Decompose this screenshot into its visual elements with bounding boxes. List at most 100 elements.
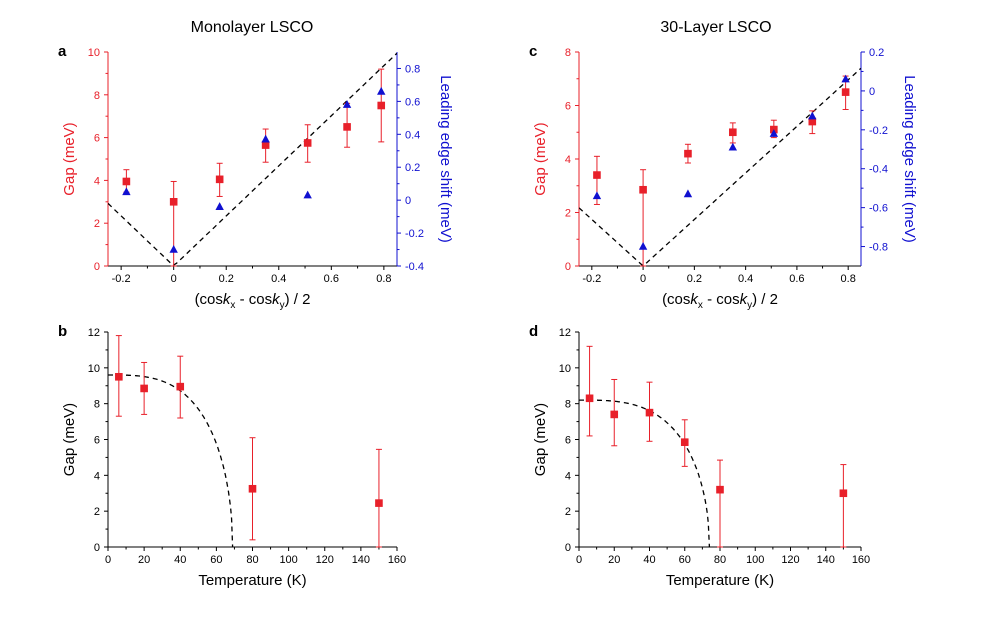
gap-point bbox=[585, 394, 594, 403]
x-tick-label: 140 bbox=[352, 554, 370, 566]
x-tick-label: 20 bbox=[138, 554, 150, 566]
x-tick-label: 60 bbox=[679, 554, 691, 566]
x-tick-label: 0.6 bbox=[324, 273, 339, 285]
x-axis-label-part: k bbox=[223, 291, 232, 308]
y-left-tick-label: 2 bbox=[94, 218, 100, 230]
x-tick-label: 60 bbox=[210, 554, 222, 566]
x-tick-label: 0.8 bbox=[376, 273, 391, 285]
shift-point bbox=[769, 129, 779, 137]
y-left-tick-label: 0 bbox=[565, 542, 571, 554]
x-tick-label: 20 bbox=[608, 554, 620, 566]
x-tick-label: 40 bbox=[174, 554, 186, 566]
chart-panel-b: b 0 20 40 60 80 100 120 140 160 0 2 4 6 8 10 12 Gap (meV)… bbox=[58, 323, 406, 589]
x-axis-label: (coskx - cosky) / 2 bbox=[195, 291, 311, 311]
gap-point bbox=[248, 484, 257, 493]
x-axis-label-part: (cos bbox=[662, 291, 690, 308]
y-left-tick-label: 4 bbox=[565, 470, 571, 482]
y-right-tick-label: -0.2 bbox=[405, 228, 424, 240]
shift-point bbox=[683, 189, 693, 198]
shift-point bbox=[261, 134, 270, 143]
x-axis-label-part: ) / 2 bbox=[752, 291, 778, 308]
x-tick-label: 0 bbox=[576, 554, 582, 566]
y-left-tick-label: 2 bbox=[565, 506, 571, 518]
x-tick-label: 120 bbox=[316, 554, 334, 566]
column-title-right: 30-Layer LSCO bbox=[660, 19, 771, 36]
y-left-tick-label: 8 bbox=[94, 399, 100, 411]
y-right-tick-label: 0.2 bbox=[405, 162, 420, 174]
x-tick-label: 0.4 bbox=[738, 273, 753, 285]
fit-curve bbox=[108, 52, 397, 266]
gap-point bbox=[176, 382, 185, 391]
y-right-tick-label: -0.4 bbox=[405, 261, 424, 273]
y-left-tick-label: 0 bbox=[94, 261, 100, 273]
y-left-tick-label: 2 bbox=[565, 208, 571, 220]
x-tick-label: -0.2 bbox=[112, 273, 131, 285]
x-tick-label: 0 bbox=[105, 554, 111, 566]
y-left-tick-label: 2 bbox=[94, 506, 100, 518]
x-tick-label: -0.2 bbox=[582, 273, 601, 285]
y-left-tick-label: 12 bbox=[88, 327, 100, 339]
panel-label-d: d bbox=[529, 323, 538, 340]
x-axis-label: Temperature (K) bbox=[198, 572, 306, 589]
shift-point bbox=[303, 190, 312, 199]
gap-point bbox=[115, 372, 123, 381]
x-axis-label-part: x bbox=[698, 300, 703, 311]
x-axis-label-part: ) / 2 bbox=[285, 291, 311, 308]
shift-point bbox=[342, 100, 352, 108]
gap-point bbox=[639, 185, 647, 194]
gap-point bbox=[645, 408, 654, 417]
x-tick-label: 0.6 bbox=[789, 273, 804, 285]
y-right-axis-label: Leading edge shift (meV) bbox=[901, 75, 918, 243]
x-axis-label-part: x bbox=[230, 300, 235, 311]
gap-point bbox=[716, 485, 724, 494]
y-left-tick-label: 0 bbox=[565, 261, 571, 273]
gap-point bbox=[680, 438, 689, 446]
x-tick-label: 0 bbox=[640, 273, 646, 285]
fit-curve bbox=[108, 374, 234, 547]
column-title-left: Monolayer LSCO bbox=[191, 19, 314, 36]
gap-point bbox=[841, 88, 850, 96]
y-right-tick-label: -0.6 bbox=[869, 203, 888, 215]
y-right-tick-label: 0.8 bbox=[405, 63, 420, 75]
shift-point bbox=[728, 142, 738, 151]
gap-point bbox=[684, 149, 692, 158]
y-right-tick-label: 0.6 bbox=[405, 96, 420, 108]
x-tick-label: 100 bbox=[746, 554, 764, 566]
shift-point bbox=[638, 241, 648, 250]
y-left-axis-label: Gap (meV) bbox=[532, 403, 549, 476]
y-right-tick-label: 0.2 bbox=[869, 47, 884, 59]
panel-label-a: a bbox=[58, 43, 67, 60]
gap-point bbox=[215, 175, 224, 184]
chart-panel-a: a -0.2 0 0.2 0.4 0.6 0.8 0 2 4 6 8 10 -0.4 -0.2 0 0.2 0.4… bbox=[58, 43, 454, 311]
shift-point bbox=[808, 111, 817, 120]
x-axis-label-part: - cos bbox=[235, 291, 272, 308]
gap-point bbox=[169, 198, 178, 206]
y-right-tick-label: -0.8 bbox=[869, 242, 888, 254]
y-left-tick-label: 8 bbox=[565, 399, 571, 411]
panel-label-c: c bbox=[529, 43, 537, 60]
x-tick-label: 0.2 bbox=[219, 273, 234, 285]
x-tick-label: 120 bbox=[781, 554, 799, 566]
gap-point bbox=[261, 141, 270, 149]
x-axis-label-part: k bbox=[690, 291, 699, 308]
y-right-tick-label: -0.4 bbox=[869, 164, 888, 176]
x-tick-label: 80 bbox=[714, 554, 726, 566]
gap-point bbox=[610, 410, 619, 419]
y-left-tick-label: 4 bbox=[94, 175, 100, 187]
x-tick-label: 100 bbox=[279, 554, 297, 566]
fit-curve bbox=[579, 399, 711, 547]
y-left-tick-label: 6 bbox=[565, 435, 571, 447]
x-axis-label: Temperature (K) bbox=[666, 572, 774, 589]
gap-point bbox=[122, 177, 131, 186]
y-left-tick-label: 6 bbox=[94, 133, 100, 145]
y-left-tick-label: 4 bbox=[565, 154, 571, 166]
gap-point bbox=[729, 128, 737, 137]
y-right-axis-label: Leading edge shift (meV) bbox=[437, 75, 454, 243]
y-right-tick-label: 0.4 bbox=[405, 129, 420, 141]
y-left-tick-label: 12 bbox=[559, 327, 571, 339]
gap-point bbox=[140, 384, 148, 393]
y-left-tick-label: 10 bbox=[559, 363, 571, 375]
x-tick-label: 0.8 bbox=[841, 273, 856, 285]
y-left-axis-label: Gap (meV) bbox=[61, 403, 78, 476]
shift-point bbox=[169, 244, 178, 253]
